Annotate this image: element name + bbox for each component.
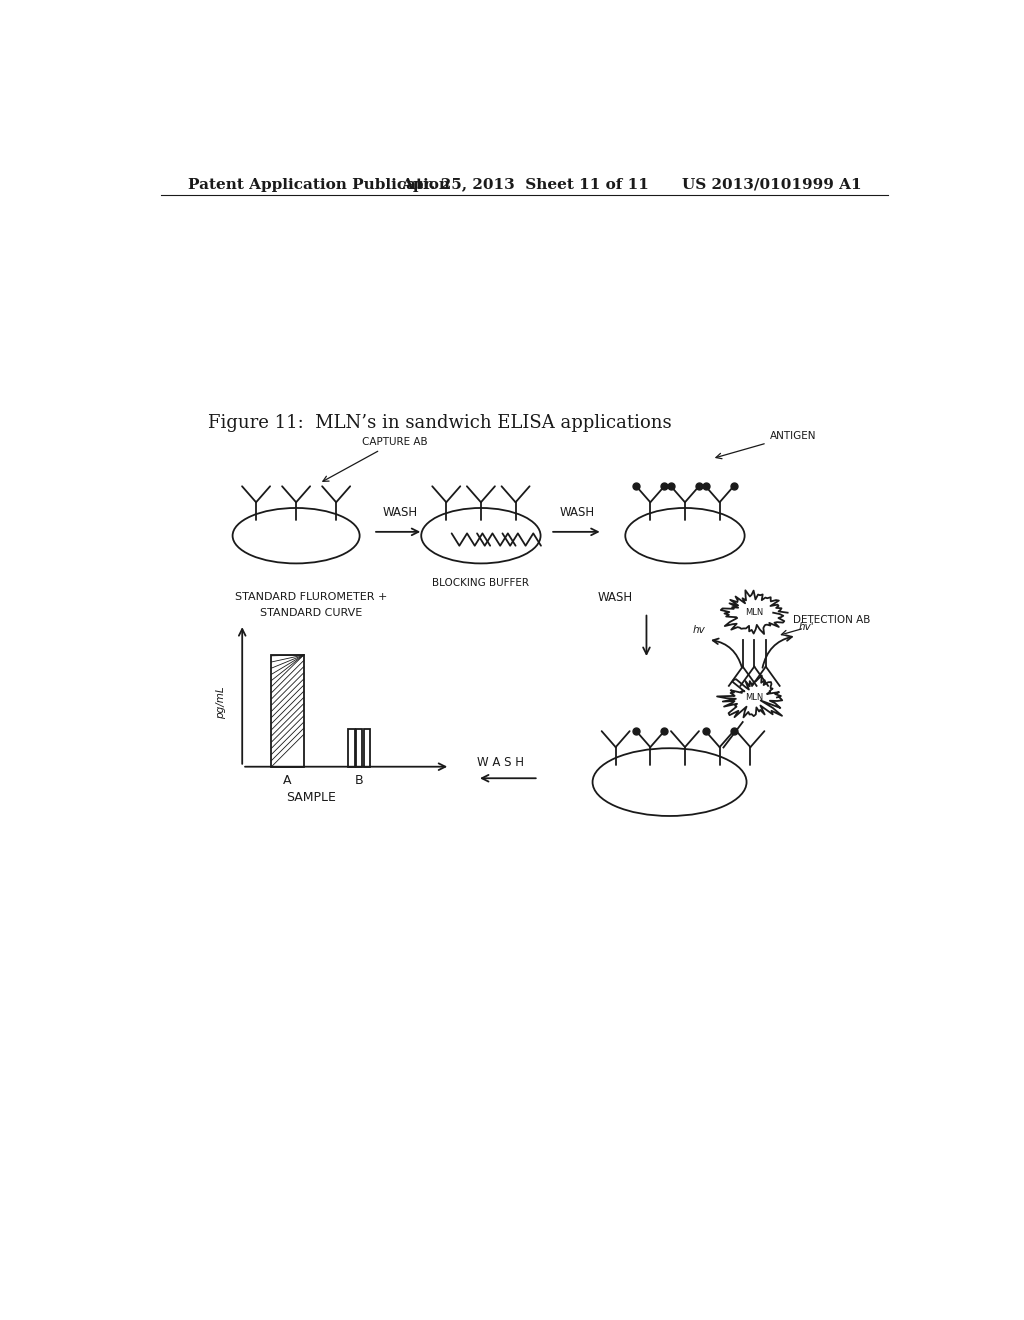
Text: DETECTION AB: DETECTION AB [781, 615, 870, 636]
Text: Figure 11:  MLN’s in sandwich ELISA applications: Figure 11: MLN’s in sandwich ELISA appli… [208, 413, 671, 432]
Text: pg/mL: pg/mL [216, 686, 225, 719]
Bar [348, 729, 354, 767]
Text: MLN: MLN [745, 693, 763, 702]
Text: BLOCKING BUFFER: BLOCKING BUFFER [432, 578, 529, 589]
Text: Apr. 25, 2013  Sheet 11 of 11: Apr. 25, 2013 Sheet 11 of 11 [400, 178, 649, 191]
Text: B: B [355, 774, 364, 787]
Text: STANDARD CURVE: STANDARD CURVE [260, 607, 362, 618]
Text: WASH: WASH [598, 591, 633, 603]
Text: A: A [284, 774, 292, 787]
Text: WASH: WASH [383, 506, 418, 519]
Text: WASH: WASH [559, 506, 595, 519]
Text: W A S H: W A S H [476, 756, 523, 770]
Text: CAPTURE AB: CAPTURE AB [323, 437, 427, 482]
Text: hv: hv [692, 624, 706, 635]
Text: MLN: MLN [745, 609, 763, 618]
Text: Patent Application Publication: Patent Application Publication [188, 178, 451, 191]
Text: SAMPLE: SAMPLE [287, 791, 337, 804]
Bar [364, 729, 370, 767]
Text: ANTIGEN: ANTIGEN [716, 430, 816, 459]
Bar [271, 655, 304, 767]
Text: STANDARD FLUROMETER +: STANDARD FLUROMETER + [236, 593, 388, 602]
Text: US 2013/0101999 A1: US 2013/0101999 A1 [682, 178, 862, 191]
Bar [356, 729, 362, 767]
Text: hv': hv' [799, 622, 814, 631]
